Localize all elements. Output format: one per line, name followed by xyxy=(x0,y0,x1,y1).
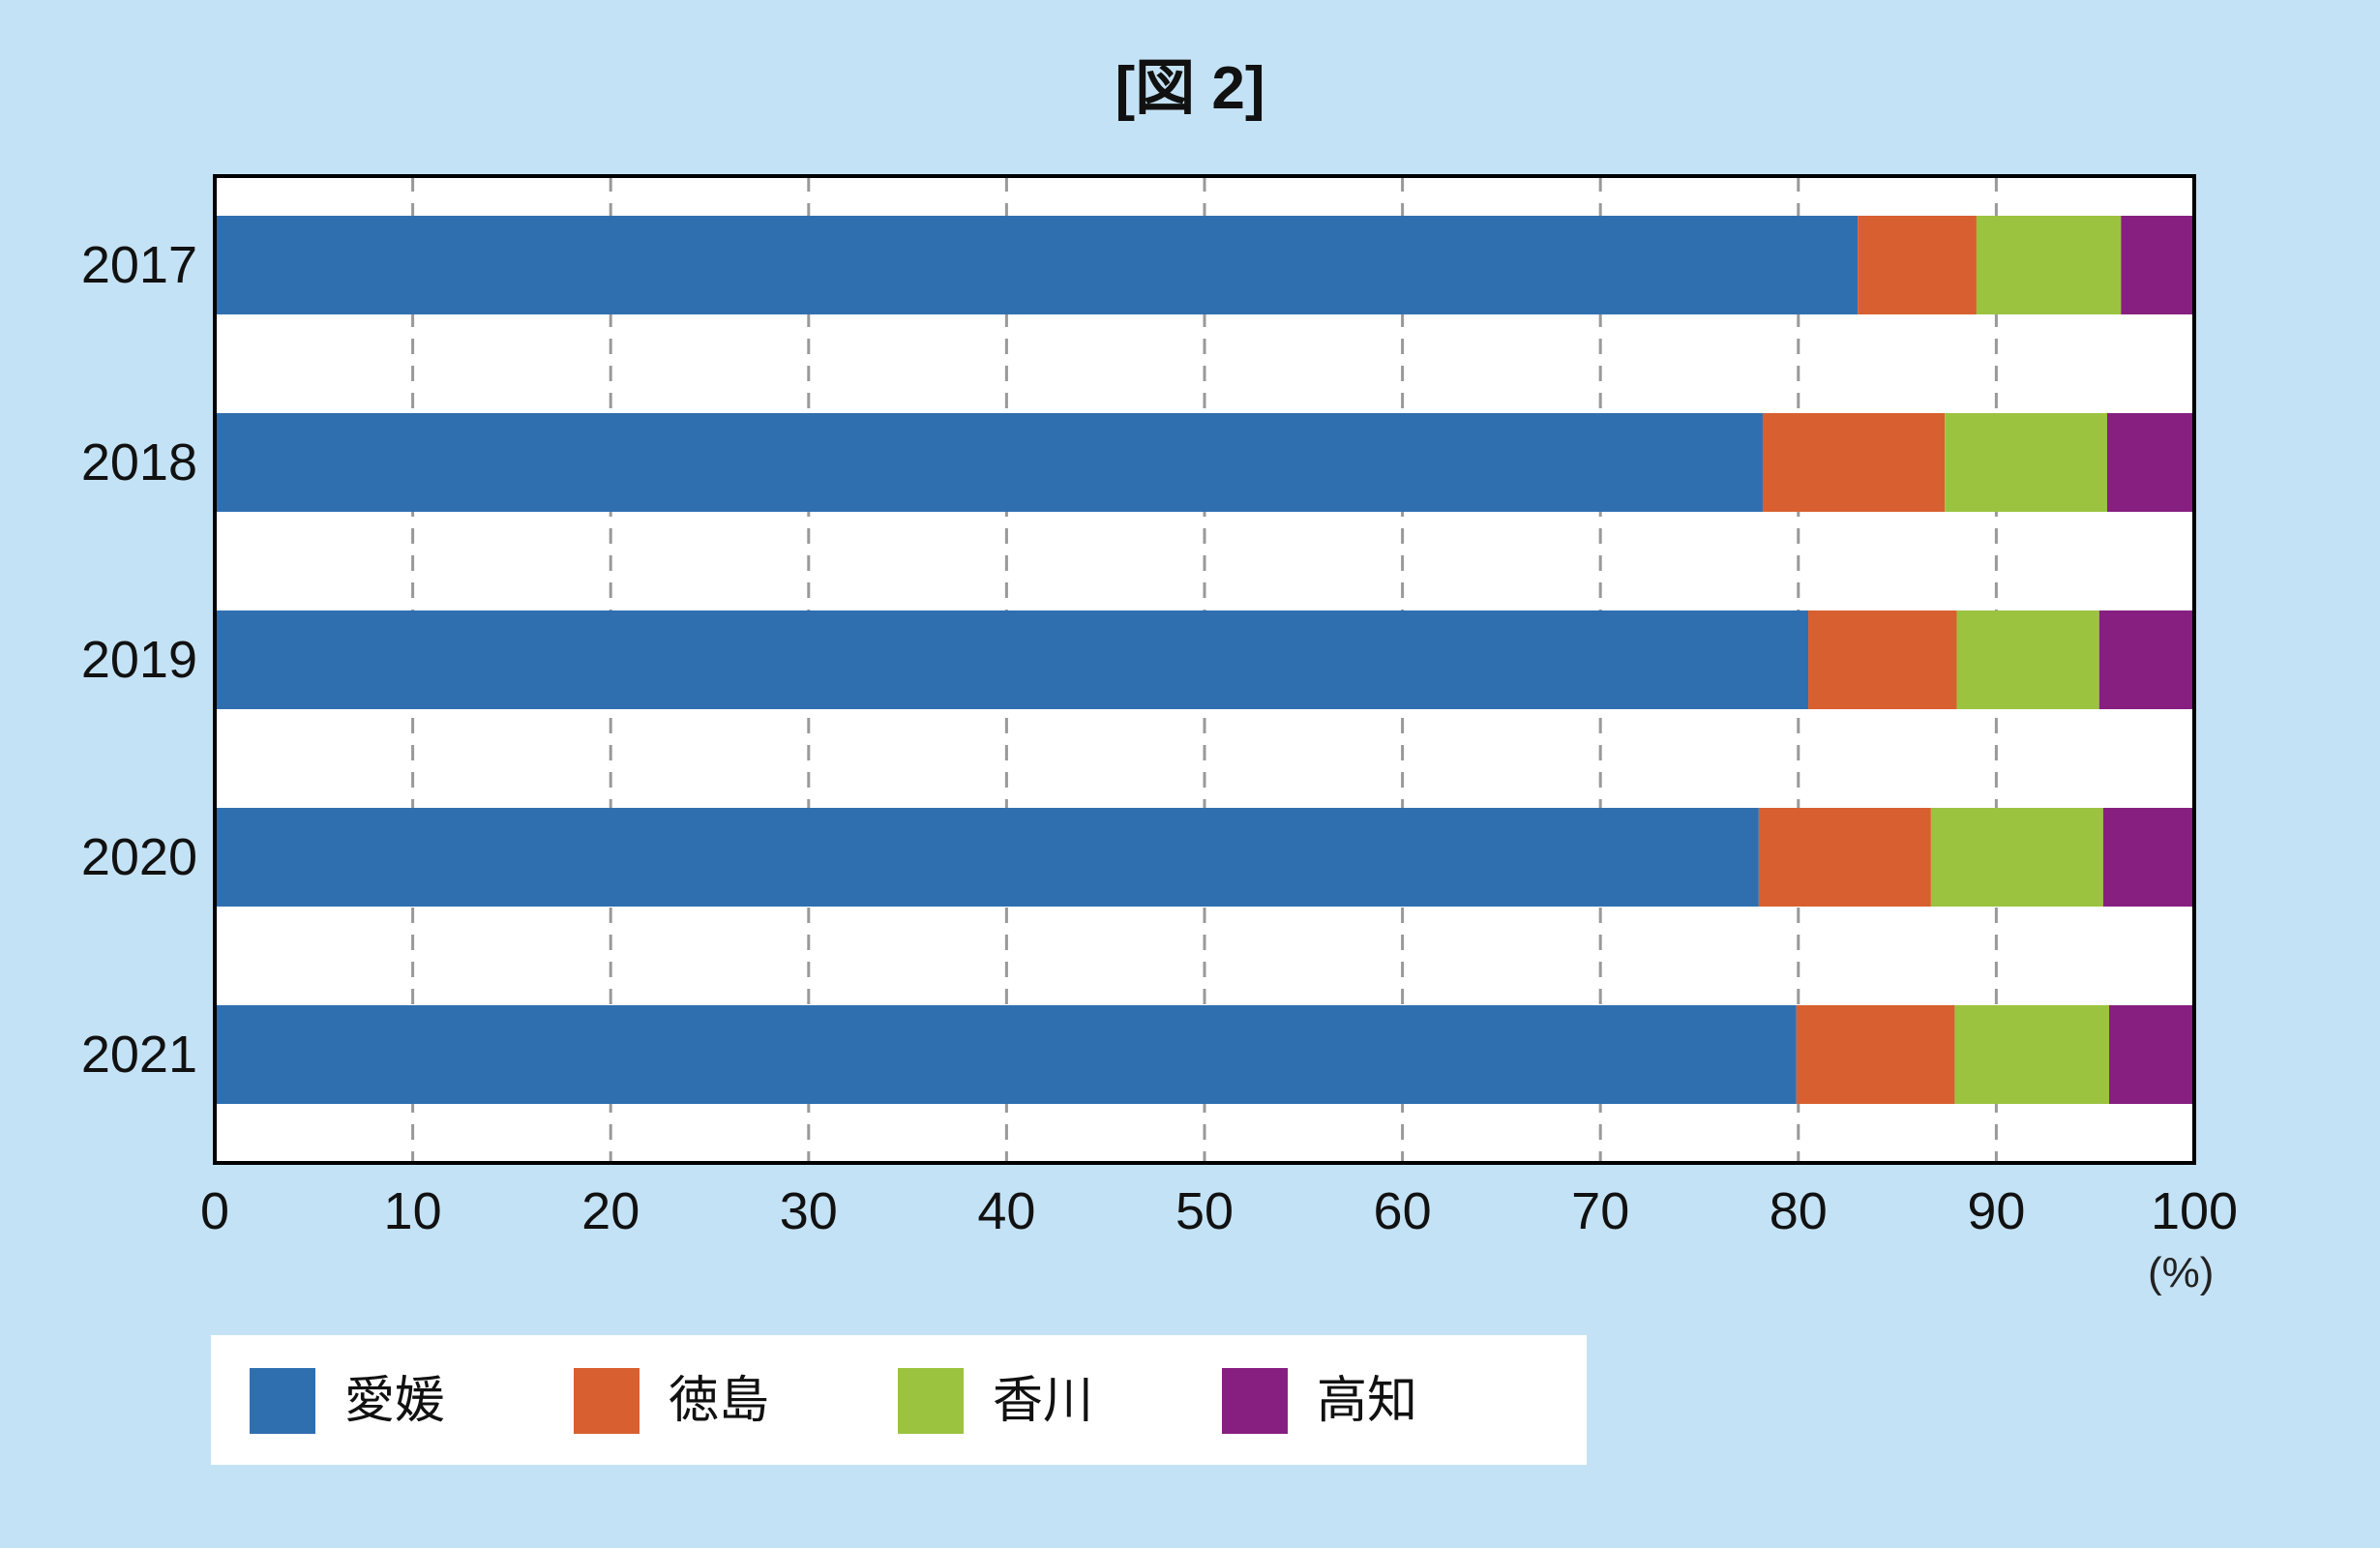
legend-item-kagawa: 香川 xyxy=(898,1368,1093,1434)
category-label-2021: 2021 xyxy=(81,1026,197,1084)
legend-label-kagawa: 香川 xyxy=(993,1373,1094,1429)
category-label-2020: 2020 xyxy=(81,828,197,886)
unit-label: (%) xyxy=(2148,1249,2215,1296)
bar-segment-2019-1 xyxy=(1808,610,1957,709)
legend-item-ehime: 愛媛 xyxy=(250,1368,445,1434)
x-tick-label-50: 50 xyxy=(1175,1182,1234,1240)
bar-segment-2019-0 xyxy=(215,610,1809,709)
bar-segment-2018-0 xyxy=(215,413,1763,512)
bar-segment-2021-0 xyxy=(215,1005,1797,1104)
bar-segment-2017-3 xyxy=(2121,216,2194,314)
bar-segment-2017-1 xyxy=(1858,216,1977,314)
bar-segment-2017-0 xyxy=(215,216,1859,314)
legend-item-tokushima: 徳島 xyxy=(574,1368,769,1434)
x-tick-label-100: 100 xyxy=(2151,1182,2238,1240)
bar-segment-2017-2 xyxy=(1976,216,2122,314)
legend-label-tokushima: 徳島 xyxy=(669,1373,770,1429)
x-tick-label-0: 0 xyxy=(200,1182,229,1240)
chart-title: [図 2] xyxy=(1115,55,1265,122)
bar-segment-2020-2 xyxy=(1930,808,2103,907)
bar-segment-2020-3 xyxy=(2102,808,2194,907)
bar-segment-2020-1 xyxy=(1758,808,1931,907)
bar-segment-2021-1 xyxy=(1796,1005,1955,1104)
category-label-2019: 2019 xyxy=(81,631,197,689)
legend-swatch-kochi xyxy=(1222,1368,1288,1434)
legend-swatch-ehime xyxy=(250,1368,315,1434)
bar-segment-2018-3 xyxy=(2106,413,2194,512)
legend-label-kochi: 高知 xyxy=(1317,1373,1418,1429)
x-tick-label-20: 20 xyxy=(581,1182,640,1240)
x-tick-label-60: 60 xyxy=(1374,1182,1432,1240)
plot-frame xyxy=(213,174,2196,1165)
category-label-2018: 2018 xyxy=(81,433,197,491)
bar-segment-2019-2 xyxy=(1956,610,2099,709)
x-tick-label-70: 70 xyxy=(1571,1182,1629,1240)
category-label-2017: 2017 xyxy=(81,236,197,294)
legend-item-kochi: 高知 xyxy=(1222,1368,1417,1434)
x-tick-label-10: 10 xyxy=(384,1182,442,1240)
x-tick-label-40: 40 xyxy=(977,1182,1035,1240)
bar-segment-2020-0 xyxy=(215,808,1759,907)
legend-swatch-tokushima xyxy=(574,1368,640,1434)
bar-segment-2018-1 xyxy=(1762,413,1946,512)
bar-segment-2021-2 xyxy=(1954,1005,2110,1104)
legend-swatch-kagawa xyxy=(898,1368,964,1434)
legend-label-ehime: 愛媛 xyxy=(344,1373,446,1429)
bar-segment-2021-3 xyxy=(2109,1005,2194,1104)
x-tick-label-80: 80 xyxy=(1770,1182,1828,1240)
x-tick-label-90: 90 xyxy=(1967,1182,2025,1240)
x-tick-label-30: 30 xyxy=(780,1182,838,1240)
bar-segment-2019-3 xyxy=(2098,610,2194,709)
legend: 愛媛 徳島 香川 高知 xyxy=(211,1335,1587,1465)
bar-segment-2018-2 xyxy=(1945,413,2107,512)
